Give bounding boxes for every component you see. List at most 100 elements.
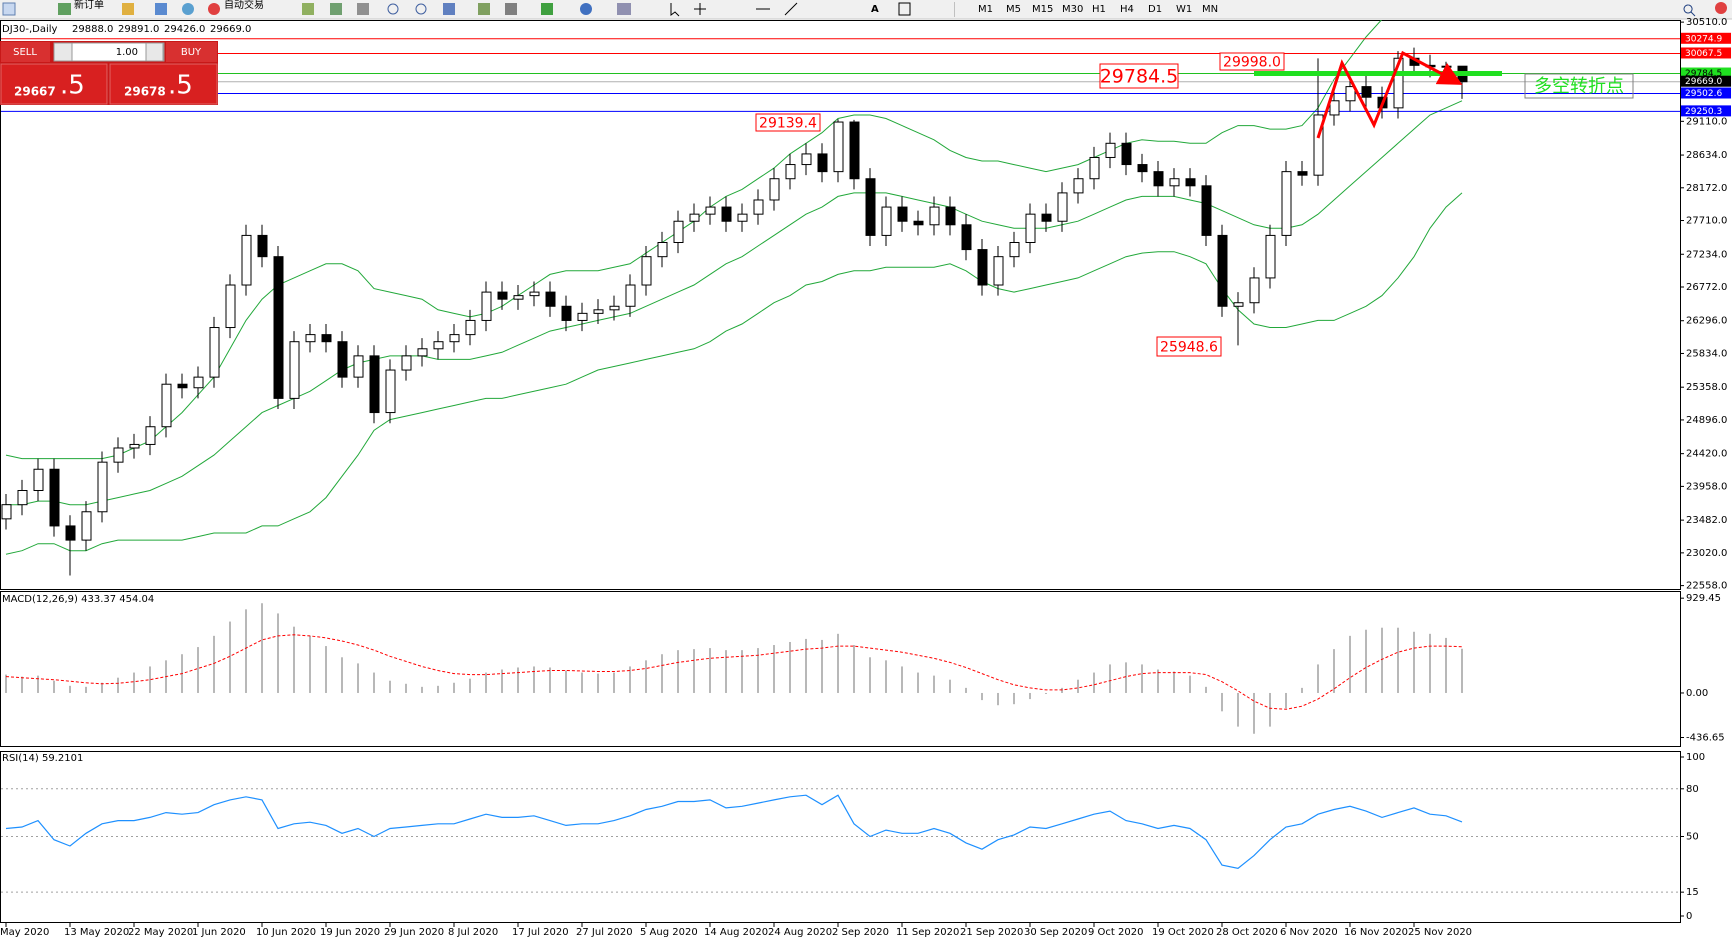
zoom-out[interactable] <box>415 3 427 15</box>
icon[interactable] <box>357 3 369 15</box>
bollinger-middle <box>6 100 1463 506</box>
candle-body <box>1329 100 1340 116</box>
icon[interactable] <box>443 3 455 15</box>
icon[interactable] <box>580 3 592 15</box>
candle-body <box>1185 178 1196 187</box>
candle-body <box>1121 142 1132 166</box>
ask-box[interactable] <box>109 63 218 105</box>
y-tick-label: 0.00 <box>1686 688 1708 699</box>
icon[interactable] <box>155 3 167 15</box>
annotation-text[interactable]: 多空转折点 <box>1534 76 1624 97</box>
buy-label[interactable]: BUY <box>181 47 202 58</box>
trend-drawing[interactable] <box>1316 50 1463 139</box>
search-icon[interactable] <box>1683 4 1696 17</box>
bollinger-lower <box>5 192 1463 555</box>
annotation-text[interactable]: 29998.0 <box>1223 55 1281 71</box>
rsi-line <box>5 794 1463 869</box>
candle-body <box>273 256 284 399</box>
candle-body <box>353 355 364 378</box>
candle-body <box>497 291 508 300</box>
icon[interactable] <box>182 3 194 15</box>
buy-button[interactable] <box>166 42 217 62</box>
x-tick-label: 30 Sep 2020 <box>1024 927 1087 938</box>
timeframe-button[interactable]: W1 <box>1176 4 1192 15</box>
bid-pips[interactable]: .5 <box>60 71 85 101</box>
candle-body <box>769 178 780 201</box>
icon[interactable] <box>330 3 342 15</box>
candle-body <box>1201 185 1212 236</box>
candle-body <box>929 206 940 226</box>
annotation-text[interactable]: 25948.6 <box>1160 340 1218 356</box>
sell-button[interactable] <box>1 42 50 62</box>
bid-box[interactable] <box>0 63 108 105</box>
icon[interactable] <box>617 3 631 15</box>
ask-price[interactable]: 29678 <box>124 85 166 99</box>
candle-body <box>1345 86 1356 102</box>
auto-trading-button[interactable]: 自动交易 <box>224 0 264 11</box>
candle-body <box>433 341 444 350</box>
candle-body <box>721 206 732 222</box>
x-tick-label: 28 Oct 2020 <box>1216 927 1278 938</box>
timeframe-button[interactable]: MN <box>1202 4 1218 15</box>
candle-body <box>961 224 972 251</box>
icon[interactable] <box>541 3 553 15</box>
new-order-icon[interactable] <box>58 3 71 15</box>
label-tool[interactable] <box>898 2 911 16</box>
annotation-box[interactable] <box>1524 73 1634 99</box>
annotation-box[interactable] <box>1156 336 1222 357</box>
candle-body <box>33 468 44 492</box>
timeframe-button[interactable]: M1 <box>978 4 993 15</box>
x-tick-label: 25 Nov 2020 <box>1408 927 1472 938</box>
annotation-box[interactable] <box>1219 52 1285 71</box>
new-order-button[interactable]: 新订单 <box>74 0 104 11</box>
ask-pips[interactable]: .5 <box>168 71 193 101</box>
candle-body <box>177 383 188 389</box>
sell-label[interactable]: SELL <box>13 47 37 58</box>
timeframe-button[interactable]: M5 <box>1006 4 1021 15</box>
icon[interactable] <box>302 3 314 15</box>
timeframe-button[interactable]: H1 <box>1092 4 1106 15</box>
chart-symbol: DJ30-,Daily <box>2 24 58 35</box>
x-tick-label: 24 Aug 2020 <box>768 927 832 938</box>
crosshair-tool[interactable] <box>694 3 706 15</box>
y-tick-label: 23482.0 <box>1686 515 1727 526</box>
auto-trading-icon[interactable] <box>208 3 220 15</box>
candle-body <box>193 376 204 389</box>
lot-value[interactable]: 1.00 <box>116 47 138 58</box>
annotation-text[interactable]: 29784.5 <box>1100 66 1179 88</box>
icon[interactable] <box>478 3 490 15</box>
annotation-box[interactable] <box>1099 63 1179 89</box>
zoom-in[interactable] <box>387 3 399 15</box>
timeframe-button[interactable]: H4 <box>1120 4 1134 15</box>
toolbar <box>0 0 1732 19</box>
candle-body <box>385 369 396 414</box>
text-tool[interactable]: A <box>871 4 879 15</box>
timeframe-button[interactable]: M30 <box>1062 4 1083 15</box>
candle-body <box>689 213 700 222</box>
y-tick-label: 30510.0 <box>1686 17 1727 28</box>
annotation-box[interactable] <box>755 113 821 132</box>
icon[interactable] <box>2 2 16 16</box>
timeframe-button[interactable]: M15 <box>1032 4 1053 15</box>
candle-body <box>1233 302 1244 307</box>
lot-input[interactable] <box>71 42 165 62</box>
timeframe-button[interactable]: D1 <box>1148 4 1162 15</box>
y-tick-label: 24420.0 <box>1686 449 1727 460</box>
icon[interactable] <box>505 3 517 15</box>
annotation-text[interactable]: 29139.4 <box>759 116 817 132</box>
candle-body <box>1 504 12 520</box>
y-tick-label: 23020.0 <box>1686 548 1727 559</box>
candle-body <box>161 383 172 428</box>
bid-price[interactable]: 29667 <box>14 85 56 99</box>
candle-body <box>529 291 540 297</box>
icon[interactable] <box>122 3 134 15</box>
cursor-tool[interactable] <box>670 3 680 17</box>
lot-increase[interactable] <box>145 42 164 62</box>
x-tick-label: 19 Oct 2020 <box>1152 927 1214 938</box>
candle-body <box>977 249 988 286</box>
lot-decrease[interactable] <box>53 42 73 62</box>
candle-body <box>1041 213 1052 222</box>
trendline-tool[interactable] <box>784 2 798 16</box>
account-icon[interactable] <box>1715 2 1727 14</box>
bollinger-upper <box>5 20 1383 460</box>
